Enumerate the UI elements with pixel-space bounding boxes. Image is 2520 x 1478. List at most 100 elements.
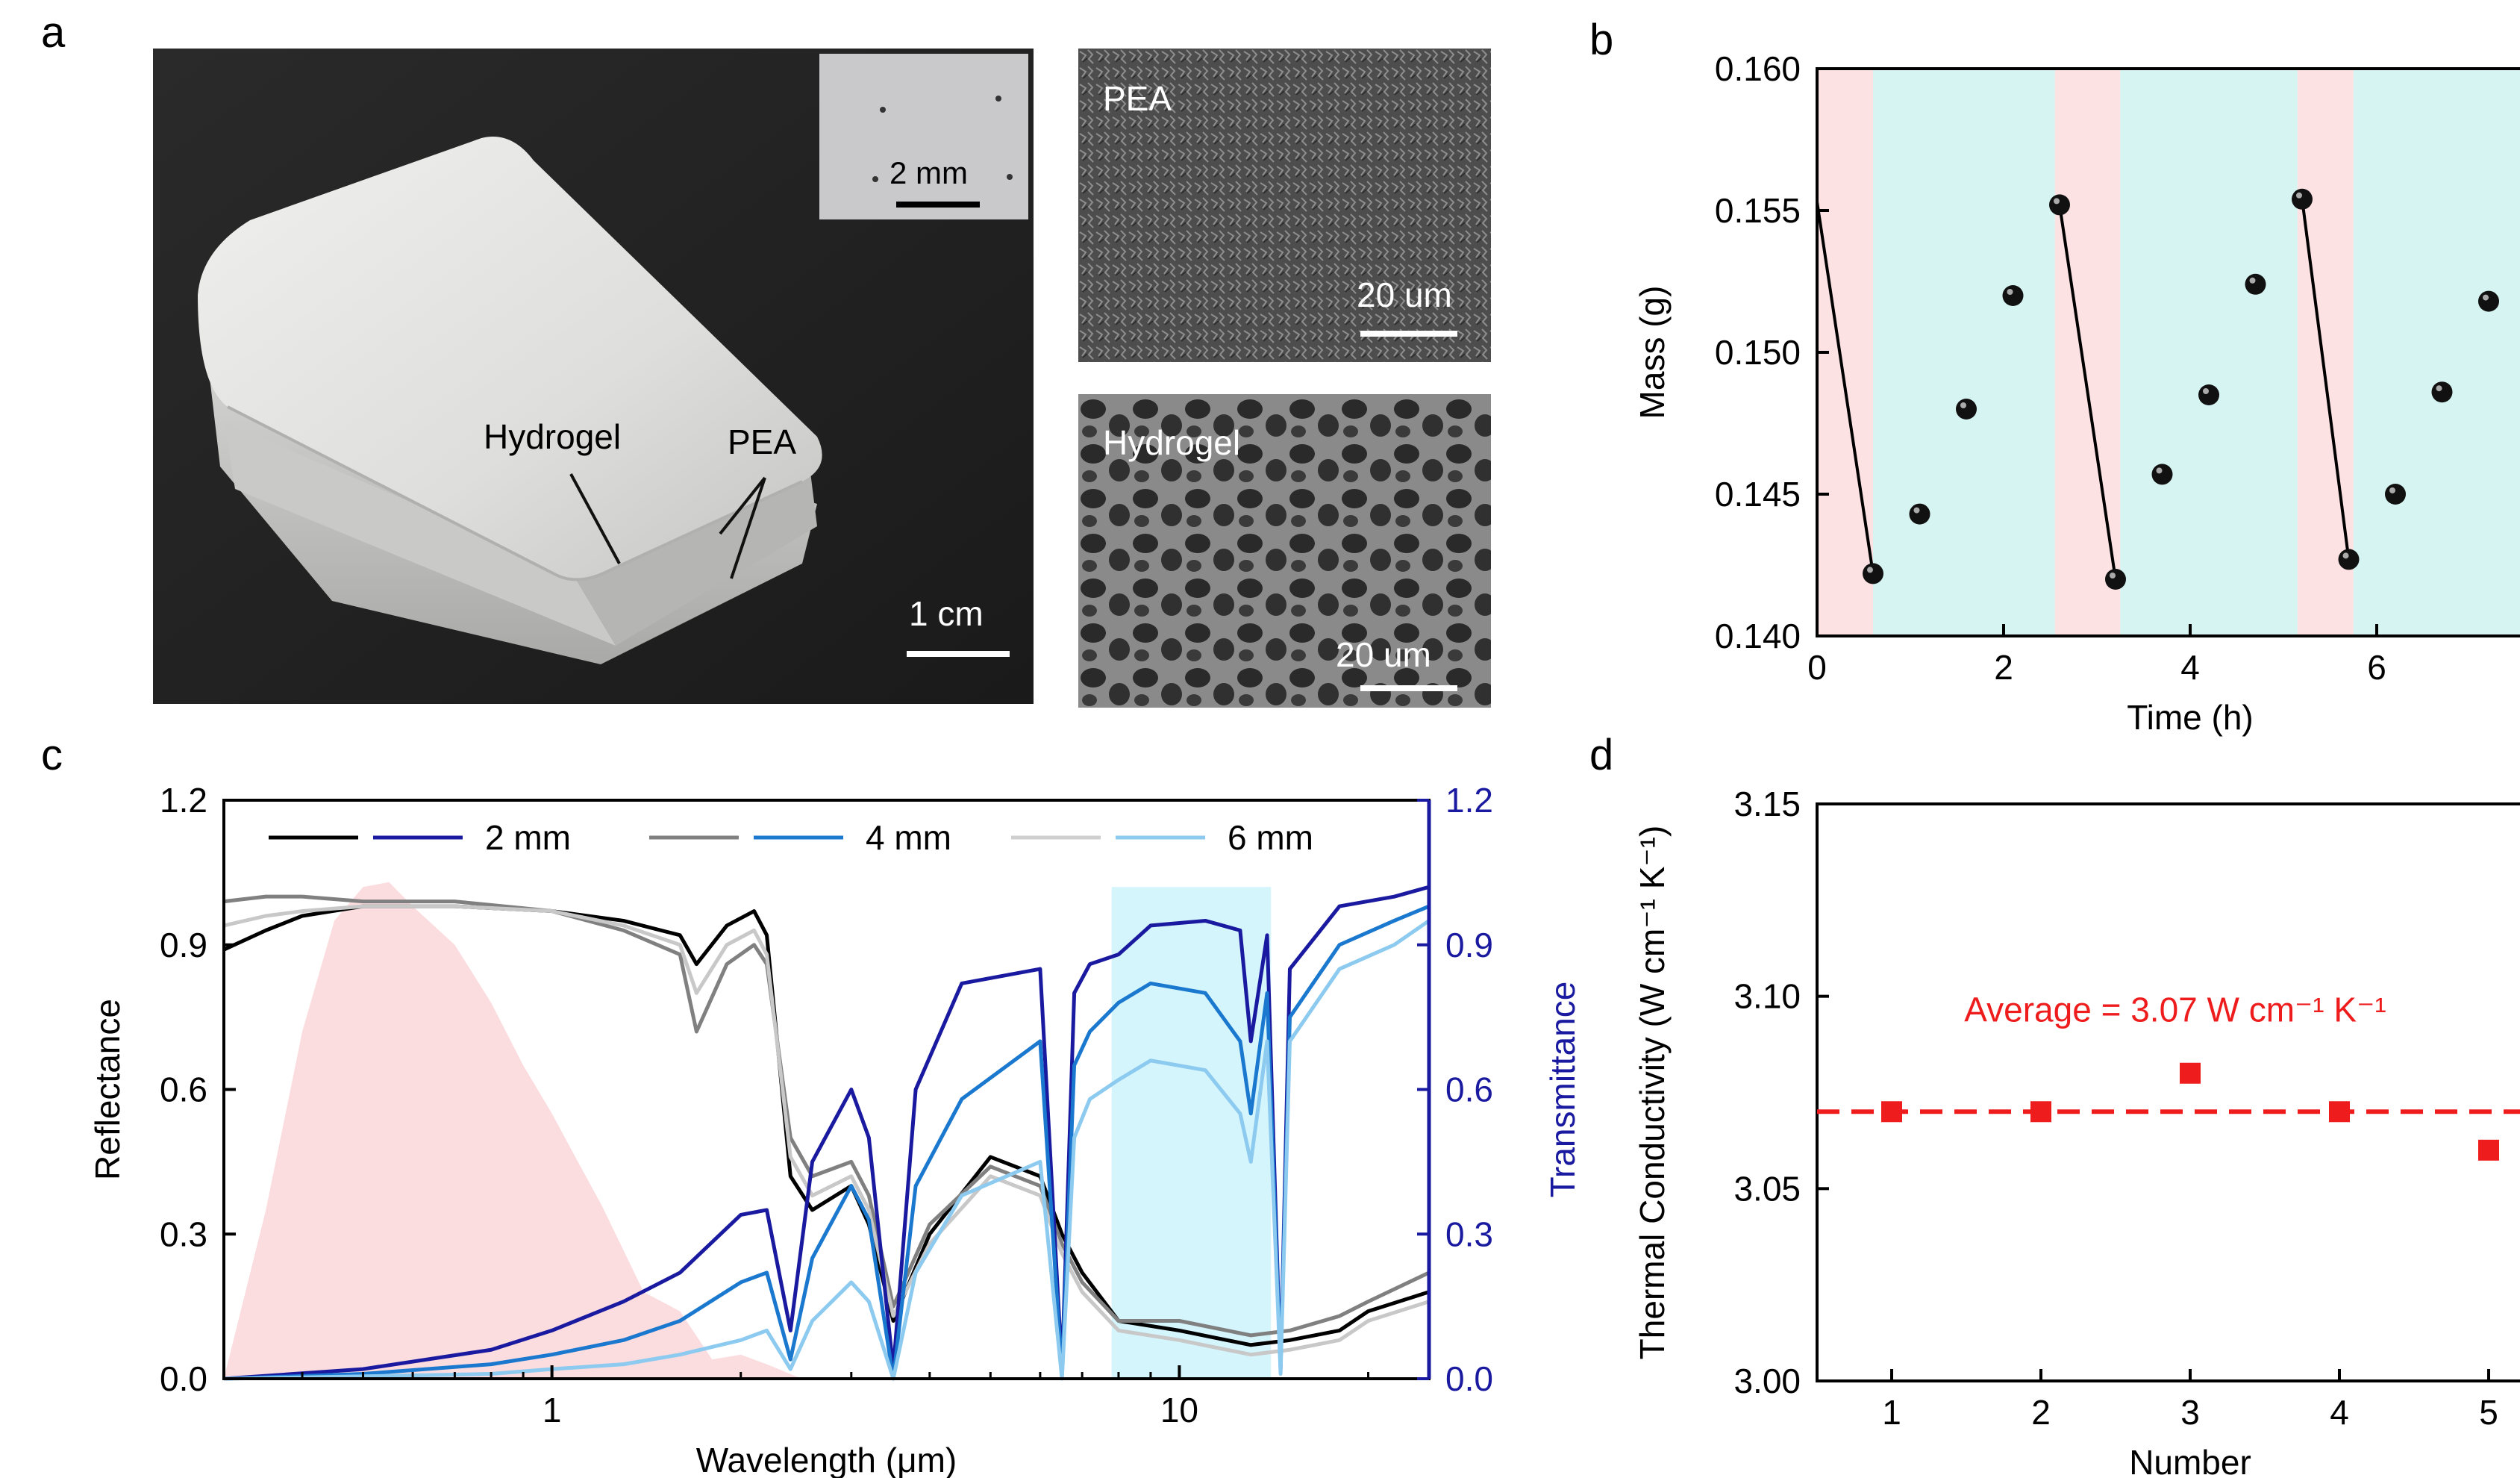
y-tick-label: 0.155: [1715, 191, 1801, 230]
x-tick-label: 6: [2367, 648, 2386, 687]
atmospheric-window: [1111, 887, 1272, 1379]
data-point: [2385, 484, 2406, 505]
x-axis-label: Number: [2129, 1443, 2251, 1478]
y-tick-label: 0.140: [1715, 617, 1801, 655]
data-point: [2049, 194, 2070, 216]
data-point: [1881, 1101, 1902, 1123]
data-point: [2002, 285, 2024, 306]
data-point: [1863, 563, 1883, 584]
sem-hydrogel-scale: 20 um: [1336, 635, 1431, 674]
y2-tick-label: 0.6: [1445, 1070, 1493, 1109]
label-hydrogel: Hydrogel: [484, 417, 622, 456]
data-point-highlight: [1867, 567, 1873, 573]
data-point-highlight: [1960, 402, 1966, 408]
sem-hydrogel-title: Hydrogel: [1103, 423, 1241, 462]
data-point: [2245, 273, 2266, 295]
scale-label-2mm: 2 mm: [889, 155, 968, 190]
sem-hydrogel-texture: [1078, 394, 1491, 708]
x-tick-label: 3: [2180, 1393, 2200, 1432]
x-axis-label: Time (h): [2127, 698, 2254, 737]
data-point-highlight: [2203, 388, 2209, 394]
x-tick-label: 4: [2330, 1393, 2349, 1432]
sem-pea-texture: [1078, 49, 1491, 362]
top-layer: [198, 137, 822, 580]
data-point: [2431, 381, 2453, 403]
legend-label-0: 2 mm: [485, 818, 571, 857]
x-tick-label: 1: [1882, 1393, 1901, 1432]
band-5: [2353, 69, 2520, 636]
y-tick-label: 0.0: [160, 1359, 207, 1398]
data-point-highlight: [2054, 198, 2060, 205]
scale-bar-2mm: [896, 202, 980, 208]
data-point: [1956, 399, 1977, 420]
chart-thermal-conductivity: 3.00 3.05 3.10 3.15 1 2 3 4 5 Average = 3.07 W cm…: [1633, 785, 2520, 1478]
x-tick-label: 2: [1994, 648, 2013, 687]
scale-bar-hydrogel: [1360, 685, 1457, 691]
panel-label-a: a: [41, 8, 66, 57]
x-tick-label: 2: [2031, 1393, 2051, 1432]
y-tick-label: 3.10: [1733, 977, 1801, 1016]
legend-label-1: 4 mm: [866, 818, 951, 857]
data-point: [2151, 464, 2173, 485]
x-tick-label: 4: [2180, 648, 2200, 687]
data-point-highlight: [2342, 552, 2349, 559]
solar-spectrum-area: [224, 882, 802, 1379]
series-line-5: [223, 919, 1431, 1381]
y-tick-label: 3.15: [1733, 785, 1801, 823]
y-tick-label: 3.00: [1733, 1362, 1801, 1400]
y-tick-label: 0.160: [1715, 49, 1801, 88]
y2-tick-label: 1.2: [1445, 781, 1493, 820]
y2-tick-label: 0.3: [1445, 1214, 1493, 1253]
data-point-highlight: [2110, 573, 2116, 579]
x-tick-label: 5: [2479, 1393, 2498, 1432]
panel-label-d: d: [1589, 731, 1614, 779]
panel-label-c: c: [41, 731, 63, 779]
data-point-highlight: [2389, 487, 2395, 493]
inset-drawing: [872, 96, 1013, 208]
band-4: [2297, 69, 2354, 636]
data-point-highlight: [2296, 192, 2302, 199]
y-tick-label: 0.145: [1715, 475, 1801, 514]
data-point: [2478, 1139, 2499, 1161]
data-point: [2338, 549, 2360, 570]
data-point-highlight: [2436, 385, 2442, 392]
data-point-highlight: [2249, 277, 2256, 284]
legend-label-2: 6 mm: [1228, 818, 1313, 857]
sem-hydrogel: [1078, 394, 1491, 708]
inset-photo: [819, 54, 1028, 219]
data-point: [2329, 1101, 2350, 1123]
data-point: [2478, 290, 2499, 312]
data-point: [2180, 1062, 2201, 1084]
data-point-highlight: [1913, 507, 1920, 514]
drop-line-1: [2058, 205, 2117, 580]
data-point-highlight: [2156, 467, 2163, 474]
x-tick-label: 0: [1807, 648, 1827, 687]
x-tick-label: 10: [1160, 1391, 1198, 1429]
data-point: [2105, 569, 2126, 590]
y-tick-label: 0.150: [1715, 333, 1801, 372]
drop-line-2: [2301, 199, 2351, 560]
data-point: [2030, 1101, 2051, 1123]
y2-tick-label: 0.0: [1445, 1359, 1493, 1398]
x-axis-label: Wavelength (μm): [696, 1441, 957, 1478]
data-point-highlight: [2007, 289, 2013, 295]
data-point: [2198, 384, 2219, 405]
y-axis-label: Reflectance: [88, 999, 127, 1180]
data-point: [1909, 503, 1930, 525]
sem-pea: [1078, 49, 1491, 362]
band-3: [2120, 69, 2298, 636]
band-1: [1873, 69, 2055, 636]
label-pea: PEA: [728, 422, 797, 461]
scale-bar-1cm: [907, 651, 1010, 657]
y2-tick-label: 0.9: [1445, 926, 1493, 964]
y-tick-label: 0.3: [160, 1214, 207, 1253]
y-tick-label: 1.2: [160, 781, 207, 820]
chart-reflectance-transmittance: 0.0 0.0 0.3 0.3 0.6 0.6 0.9 0.9 1.2 1.2 1 10 2 mm 4 m…: [88, 781, 1582, 1478]
data-point: [2292, 188, 2313, 210]
data-point-highlight: [2483, 294, 2489, 301]
y-axis-label: Thermal Conductivity (W cm⁻¹ K⁻¹): [1633, 826, 1672, 1360]
y2-axis-label: Transmittance: [1543, 982, 1582, 1198]
scale-bar-pea: [1360, 331, 1457, 337]
sem-pea-scale: 20 um: [1357, 275, 1452, 314]
